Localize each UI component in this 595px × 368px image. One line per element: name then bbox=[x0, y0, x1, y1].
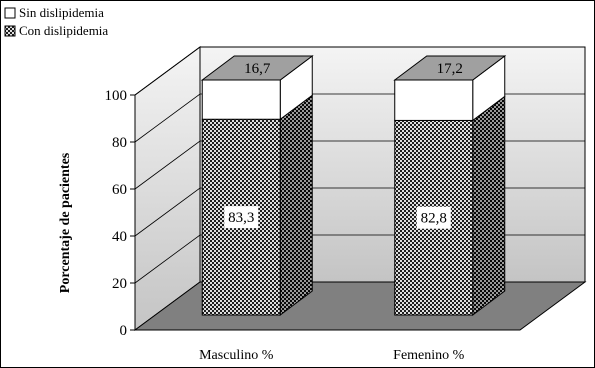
legend-label-con-dislipidemia: Con dislipidemia bbox=[19, 23, 108, 38]
legend-swatch-sin-dislipidemia bbox=[4, 7, 16, 19]
data-label-box bbox=[416, 206, 451, 229]
data-labels: 83,3 16,7 82,8 17,2 bbox=[224, 61, 463, 229]
bar-sin-dislipidemia bbox=[394, 79, 474, 121]
legend-swatch-con-dislipidemia bbox=[4, 25, 16, 37]
bar-top bbox=[393, 55, 507, 81]
x-category-label: Masculino % bbox=[199, 348, 274, 363]
data-label: 17,2 bbox=[437, 61, 463, 77]
bar-sin-dislipidemia bbox=[201, 79, 281, 120]
data-label: 83,3 bbox=[228, 210, 254, 226]
bar-side-con-dislipidemia bbox=[279, 94, 313, 316]
bar-side-con-dislipidemia bbox=[472, 95, 506, 316]
y-tick-label: 0 bbox=[120, 323, 128, 339]
data-label: 16,7 bbox=[244, 61, 271, 77]
data-label-box bbox=[224, 206, 259, 229]
y-tick-label: 60 bbox=[112, 182, 127, 198]
legend: Sin dislipidemia Con dislipidemia bbox=[4, 5, 108, 38]
y-tick-label: 40 bbox=[112, 229, 127, 245]
gridline bbox=[134, 46, 585, 96]
y-tick-label: 100 bbox=[105, 88, 128, 104]
y-tick-labels: 0 20 40 60 80 100 bbox=[105, 88, 128, 339]
y-tick-label: 20 bbox=[112, 276, 127, 292]
y-axis-label: Porcentaje de pacientes bbox=[58, 152, 73, 293]
data-label: 82,8 bbox=[421, 211, 447, 227]
legend-label-sin-dislipidemia: Sin dislipidemia bbox=[19, 5, 104, 20]
side-wall bbox=[134, 46, 201, 331]
bars bbox=[200, 55, 507, 316]
bar-top bbox=[200, 55, 314, 81]
x-category-labels: Masculino % Femenino % bbox=[199, 348, 465, 363]
x-category-label: Femenino % bbox=[393, 348, 464, 363]
y-tick-label: 80 bbox=[112, 135, 127, 151]
axes bbox=[130, 94, 136, 331]
